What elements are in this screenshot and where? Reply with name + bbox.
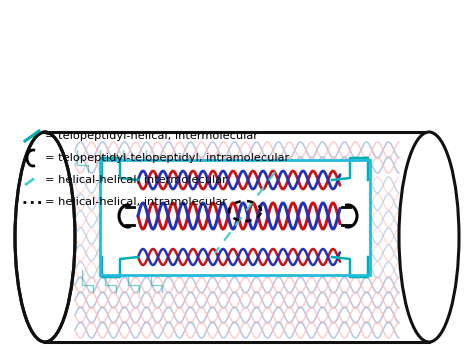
Text: = helical-helical, intramolecular: = helical-helical, intramolecular	[45, 197, 227, 207]
Text: = telopeptidyl-telopeptidyl, intramolecular: = telopeptidyl-telopeptidyl, intramolecu…	[45, 153, 289, 163]
Ellipse shape	[15, 132, 75, 342]
Bar	[100, 160, 370, 275]
Text: = helical-helical, intermolecular: = helical-helical, intermolecular	[45, 175, 227, 185]
Bar	[100, 160, 370, 275]
Text: = telopeptidyl-helical, intermolecular: = telopeptidyl-helical, intermolecular	[45, 131, 258, 141]
Ellipse shape	[399, 132, 459, 342]
Bar	[45, 132, 429, 342]
